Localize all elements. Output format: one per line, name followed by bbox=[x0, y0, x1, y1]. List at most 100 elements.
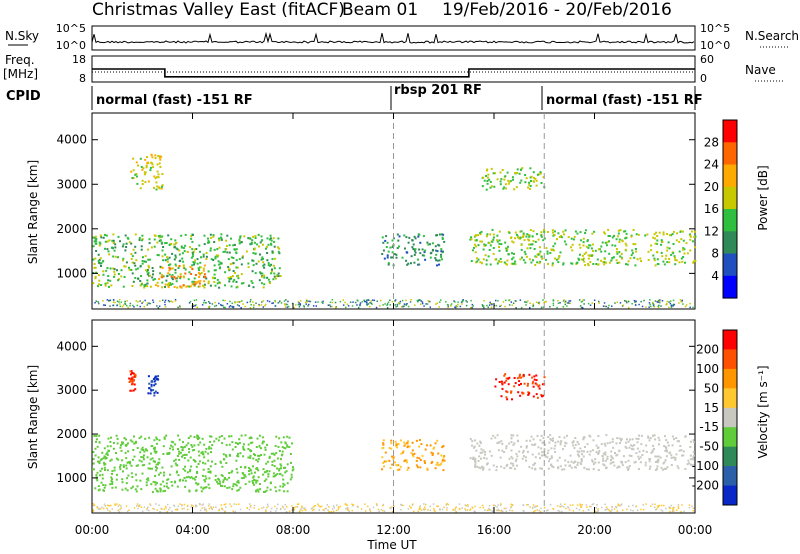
velocity-ytick-label-3: 1000 bbox=[56, 471, 87, 485]
velocity-region-4 bbox=[469, 434, 695, 472]
x-tick-label-0: 00:00 bbox=[75, 523, 110, 537]
power-region-0 bbox=[92, 233, 282, 289]
power-panel-frame bbox=[91, 112, 696, 310]
x-axis-ticks: 00:00 04:00 08:00 12:00 16:00 20:00 00:00 bbox=[75, 113, 713, 537]
cpid-segment-3: normal (fast) -151 RF bbox=[546, 93, 703, 108]
velocity-region-2 bbox=[147, 375, 160, 397]
velocity-scatter bbox=[92, 370, 695, 513]
velocity-ytick-label-0: 4000 bbox=[56, 339, 87, 353]
power-colorbar-tick-6: 4 bbox=[711, 269, 719, 283]
noise-right-tick-top: 10^5 bbox=[700, 22, 730, 35]
power-ylabel: Slant Range [km] bbox=[26, 160, 40, 264]
power-region-4 bbox=[469, 228, 697, 267]
power-colorbar-tick-2: 20 bbox=[704, 180, 719, 194]
x-tick-label-2: 08:00 bbox=[276, 523, 311, 537]
velocity-colorbar-label: Velocity [m s⁻¹] bbox=[756, 365, 770, 458]
power-colorbar-swatch-5 bbox=[723, 231, 737, 255]
power-ytick-label-3: 1000 bbox=[56, 266, 87, 280]
power-yticks: 4000 3000 2000 1000 bbox=[56, 133, 695, 280]
velocity-colorbar-frame bbox=[722, 329, 738, 506]
x-axis-label: Time UT bbox=[366, 538, 417, 552]
noise-trace bbox=[91, 31, 695, 44]
noise-left-tick-bottom: 10^0 bbox=[56, 39, 86, 52]
freq-tick-bottom: 8 bbox=[79, 72, 86, 85]
nave-tick-bottom: 0 bbox=[700, 72, 707, 85]
power-ground-strip bbox=[94, 299, 694, 309]
power-colorbar-swatch-0 bbox=[723, 120, 737, 143]
date-range: 19/Feb/2016 - 20/Feb/2016 bbox=[442, 0, 672, 20]
velocity-region-0 bbox=[92, 434, 295, 494]
velocity-colorbar-tick-1: 100 bbox=[696, 362, 719, 376]
nave-tick-top: 60 bbox=[700, 53, 714, 66]
velocity-colorbar-swatch-8 bbox=[723, 485, 737, 506]
power-region-2 bbox=[130, 153, 164, 191]
power-colorbar: 28 24 20 16 12 8 4 bbox=[704, 119, 738, 299]
power-ytick-label-2: 2000 bbox=[56, 222, 87, 236]
power-colorbar-swatch-1 bbox=[723, 142, 737, 166]
velocity-colorbar-tick-6: -100 bbox=[692, 459, 719, 473]
power-colorbar-swatch-4 bbox=[723, 209, 737, 232]
velocity-colorbar: 200 100 50 15 -15 -50 -100 -200 bbox=[692, 329, 738, 506]
power-colorbar-label: Power [dB] bbox=[756, 165, 770, 230]
velocity-colorbar-swatch-0 bbox=[723, 330, 737, 350]
velocity-yticks: 4000 3000 2000 1000 bbox=[56, 339, 695, 485]
velocity-colorbar-swatch-6 bbox=[723, 446, 737, 467]
velocity-colorbar-swatch-4 bbox=[723, 407, 737, 428]
velocity-region-1 bbox=[128, 370, 137, 392]
station-title: Christmas Valley East (fitACF) bbox=[92, 0, 345, 20]
velocity-region-5 bbox=[494, 373, 546, 401]
noise-panel-frame bbox=[91, 25, 696, 51]
power-colorbar-tick-3: 16 bbox=[704, 202, 719, 216]
noise-right-tick-bottom: 10^0 bbox=[700, 39, 730, 52]
power-colorbar-tick-1: 24 bbox=[704, 158, 719, 172]
freq-label-2: [MHz] bbox=[3, 67, 38, 81]
cpid-segment-1: normal (fast) -151 RF bbox=[96, 93, 253, 108]
noise-sky-label: N.Sky bbox=[5, 29, 39, 43]
frequency-line bbox=[92, 68, 695, 78]
power-colorbar-swatch-6 bbox=[723, 253, 737, 277]
x-tick-label-1: 04:00 bbox=[175, 523, 210, 537]
x-tick-label-3: 12:00 bbox=[376, 523, 411, 537]
freq-tick-top: 18 bbox=[72, 53, 86, 66]
power-region-1 bbox=[155, 264, 207, 289]
x-tick-label-6: 00:00 bbox=[678, 523, 713, 537]
freq-trace bbox=[92, 68, 695, 78]
power-colorbar-swatch-7 bbox=[723, 275, 737, 299]
vertical-markers bbox=[393, 113, 545, 513]
power-colorbar-swatch-3 bbox=[723, 186, 737, 210]
velocity-colorbar-tick-7: -200 bbox=[692, 479, 719, 493]
power-colorbar-tick-5: 8 bbox=[711, 247, 719, 261]
freq-label-1: Freq. bbox=[5, 53, 35, 67]
power-colorbar-tick-0: 28 bbox=[704, 135, 719, 149]
power-colorbar-swatch-2 bbox=[723, 164, 737, 188]
x-tick-label-4: 16:00 bbox=[477, 523, 512, 537]
x-tick-label-5: 20:00 bbox=[577, 523, 612, 537]
power-ytick-label-0: 4000 bbox=[56, 133, 87, 147]
velocity-colorbar-tick-4: -15 bbox=[699, 420, 719, 434]
velocity-region-3 bbox=[381, 439, 446, 472]
velocity-colorbar-tick-3: 15 bbox=[704, 401, 719, 415]
power-region-5 bbox=[481, 167, 546, 191]
beam-label: Beam 01 bbox=[342, 0, 418, 20]
velocity-colorbar-swatch-7 bbox=[723, 466, 737, 486]
velocity-colorbar-tick-0: 200 bbox=[696, 342, 719, 356]
velocity-ylabel: Slant Range [km] bbox=[26, 365, 40, 469]
nave-label: Nave bbox=[745, 63, 776, 77]
cpid-segment-2: rbsp 201 RF bbox=[394, 83, 482, 98]
velocity-colorbar-tick-2: 50 bbox=[704, 381, 719, 395]
noise-search-label: N.Search bbox=[745, 29, 799, 43]
velocity-colorbar-swatch-5 bbox=[723, 427, 737, 448]
velocity-ytick-label-2: 2000 bbox=[56, 427, 87, 441]
velocity-ground-strip bbox=[92, 503, 695, 513]
velocity-colorbar-swatch-2 bbox=[723, 368, 737, 389]
noise-sky-line bbox=[91, 31, 695, 44]
velocity-colorbar-swatch-1 bbox=[723, 349, 737, 370]
power-colorbar-frame bbox=[722, 119, 738, 299]
power-ytick-label-1: 3000 bbox=[56, 177, 87, 191]
velocity-colorbar-swatch-3 bbox=[723, 388, 737, 409]
velocity-ytick-label-1: 3000 bbox=[56, 383, 87, 397]
power-colorbar-tick-4: 12 bbox=[704, 224, 719, 238]
noise-left-tick-top: 10^5 bbox=[56, 22, 86, 35]
power-region-3 bbox=[381, 233, 446, 267]
